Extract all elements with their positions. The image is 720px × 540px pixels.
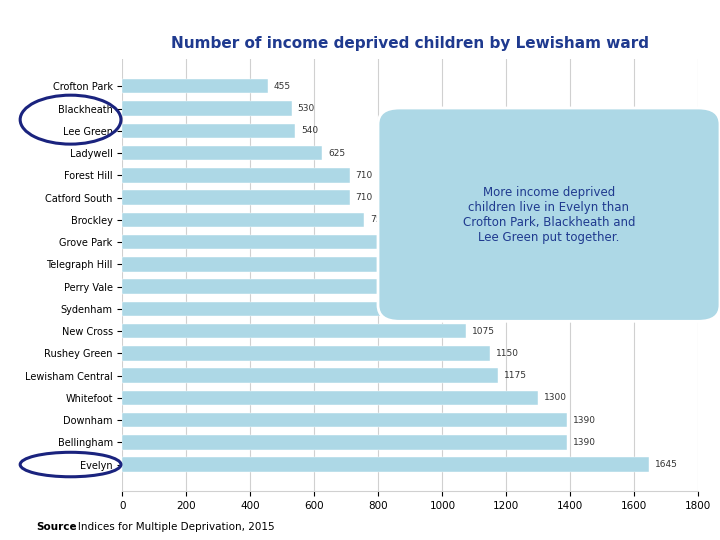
Text: 455: 455 [274,82,291,91]
Text: 1175: 1175 [504,371,527,380]
Bar [122,146,323,160]
Text: 805: 805 [386,238,403,247]
Bar [122,413,567,427]
Text: More income deprived
children live in Evelyn than
Crofton Park, Blackheath and
L: More income deprived children live in Ev… [463,186,635,244]
Text: 950: 950 [432,282,449,291]
Text: 1300: 1300 [544,393,567,402]
Bar [122,102,292,116]
Bar [122,279,426,294]
Bar [122,368,498,383]
Text: 940: 940 [429,260,446,269]
Text: 710: 710 [356,171,373,180]
Bar [122,257,423,272]
Bar [122,79,268,93]
Bar [122,457,649,472]
Text: 1075: 1075 [472,327,495,335]
Text: 1390: 1390 [573,438,596,447]
Text: 1390: 1390 [573,416,596,424]
Text: 530: 530 [298,104,315,113]
Bar [122,390,539,405]
Bar [122,190,350,205]
Text: Source: Source [36,522,76,532]
Text: 755: 755 [370,215,387,224]
Bar [122,168,350,183]
Bar [122,124,295,138]
Text: : Indices for Multiple Deprivation, 2015: : Indices for Multiple Deprivation, 2015 [71,522,274,532]
Text: 625: 625 [328,148,346,158]
Bar [122,346,490,361]
Text: 1150: 1150 [496,349,519,358]
Bar [122,213,364,227]
Text: 540: 540 [301,126,318,135]
Text: 1645: 1645 [654,460,678,469]
Bar [122,235,380,249]
Bar [122,324,467,338]
Title: Number of income deprived children by Lewisham ward: Number of income deprived children by Le… [171,36,649,51]
Bar [122,435,567,449]
Text: 1005: 1005 [450,304,473,313]
Text: 710: 710 [356,193,373,202]
Bar [122,301,444,316]
